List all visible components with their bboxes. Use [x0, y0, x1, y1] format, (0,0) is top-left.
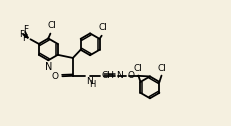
Text: O: O	[52, 72, 59, 81]
Text: N: N	[116, 71, 123, 80]
Text: Cl: Cl	[157, 64, 166, 73]
Text: F: F	[19, 29, 24, 39]
Text: N: N	[86, 77, 93, 86]
Text: F: F	[22, 34, 27, 43]
Text: Cl: Cl	[134, 64, 142, 73]
Text: Cl: Cl	[47, 21, 56, 30]
Text: F: F	[23, 25, 28, 34]
Text: H: H	[89, 80, 95, 89]
Text: N: N	[45, 62, 52, 72]
Text: O: O	[127, 71, 134, 80]
Text: CH: CH	[101, 71, 114, 80]
Text: Cl: Cl	[99, 23, 108, 32]
